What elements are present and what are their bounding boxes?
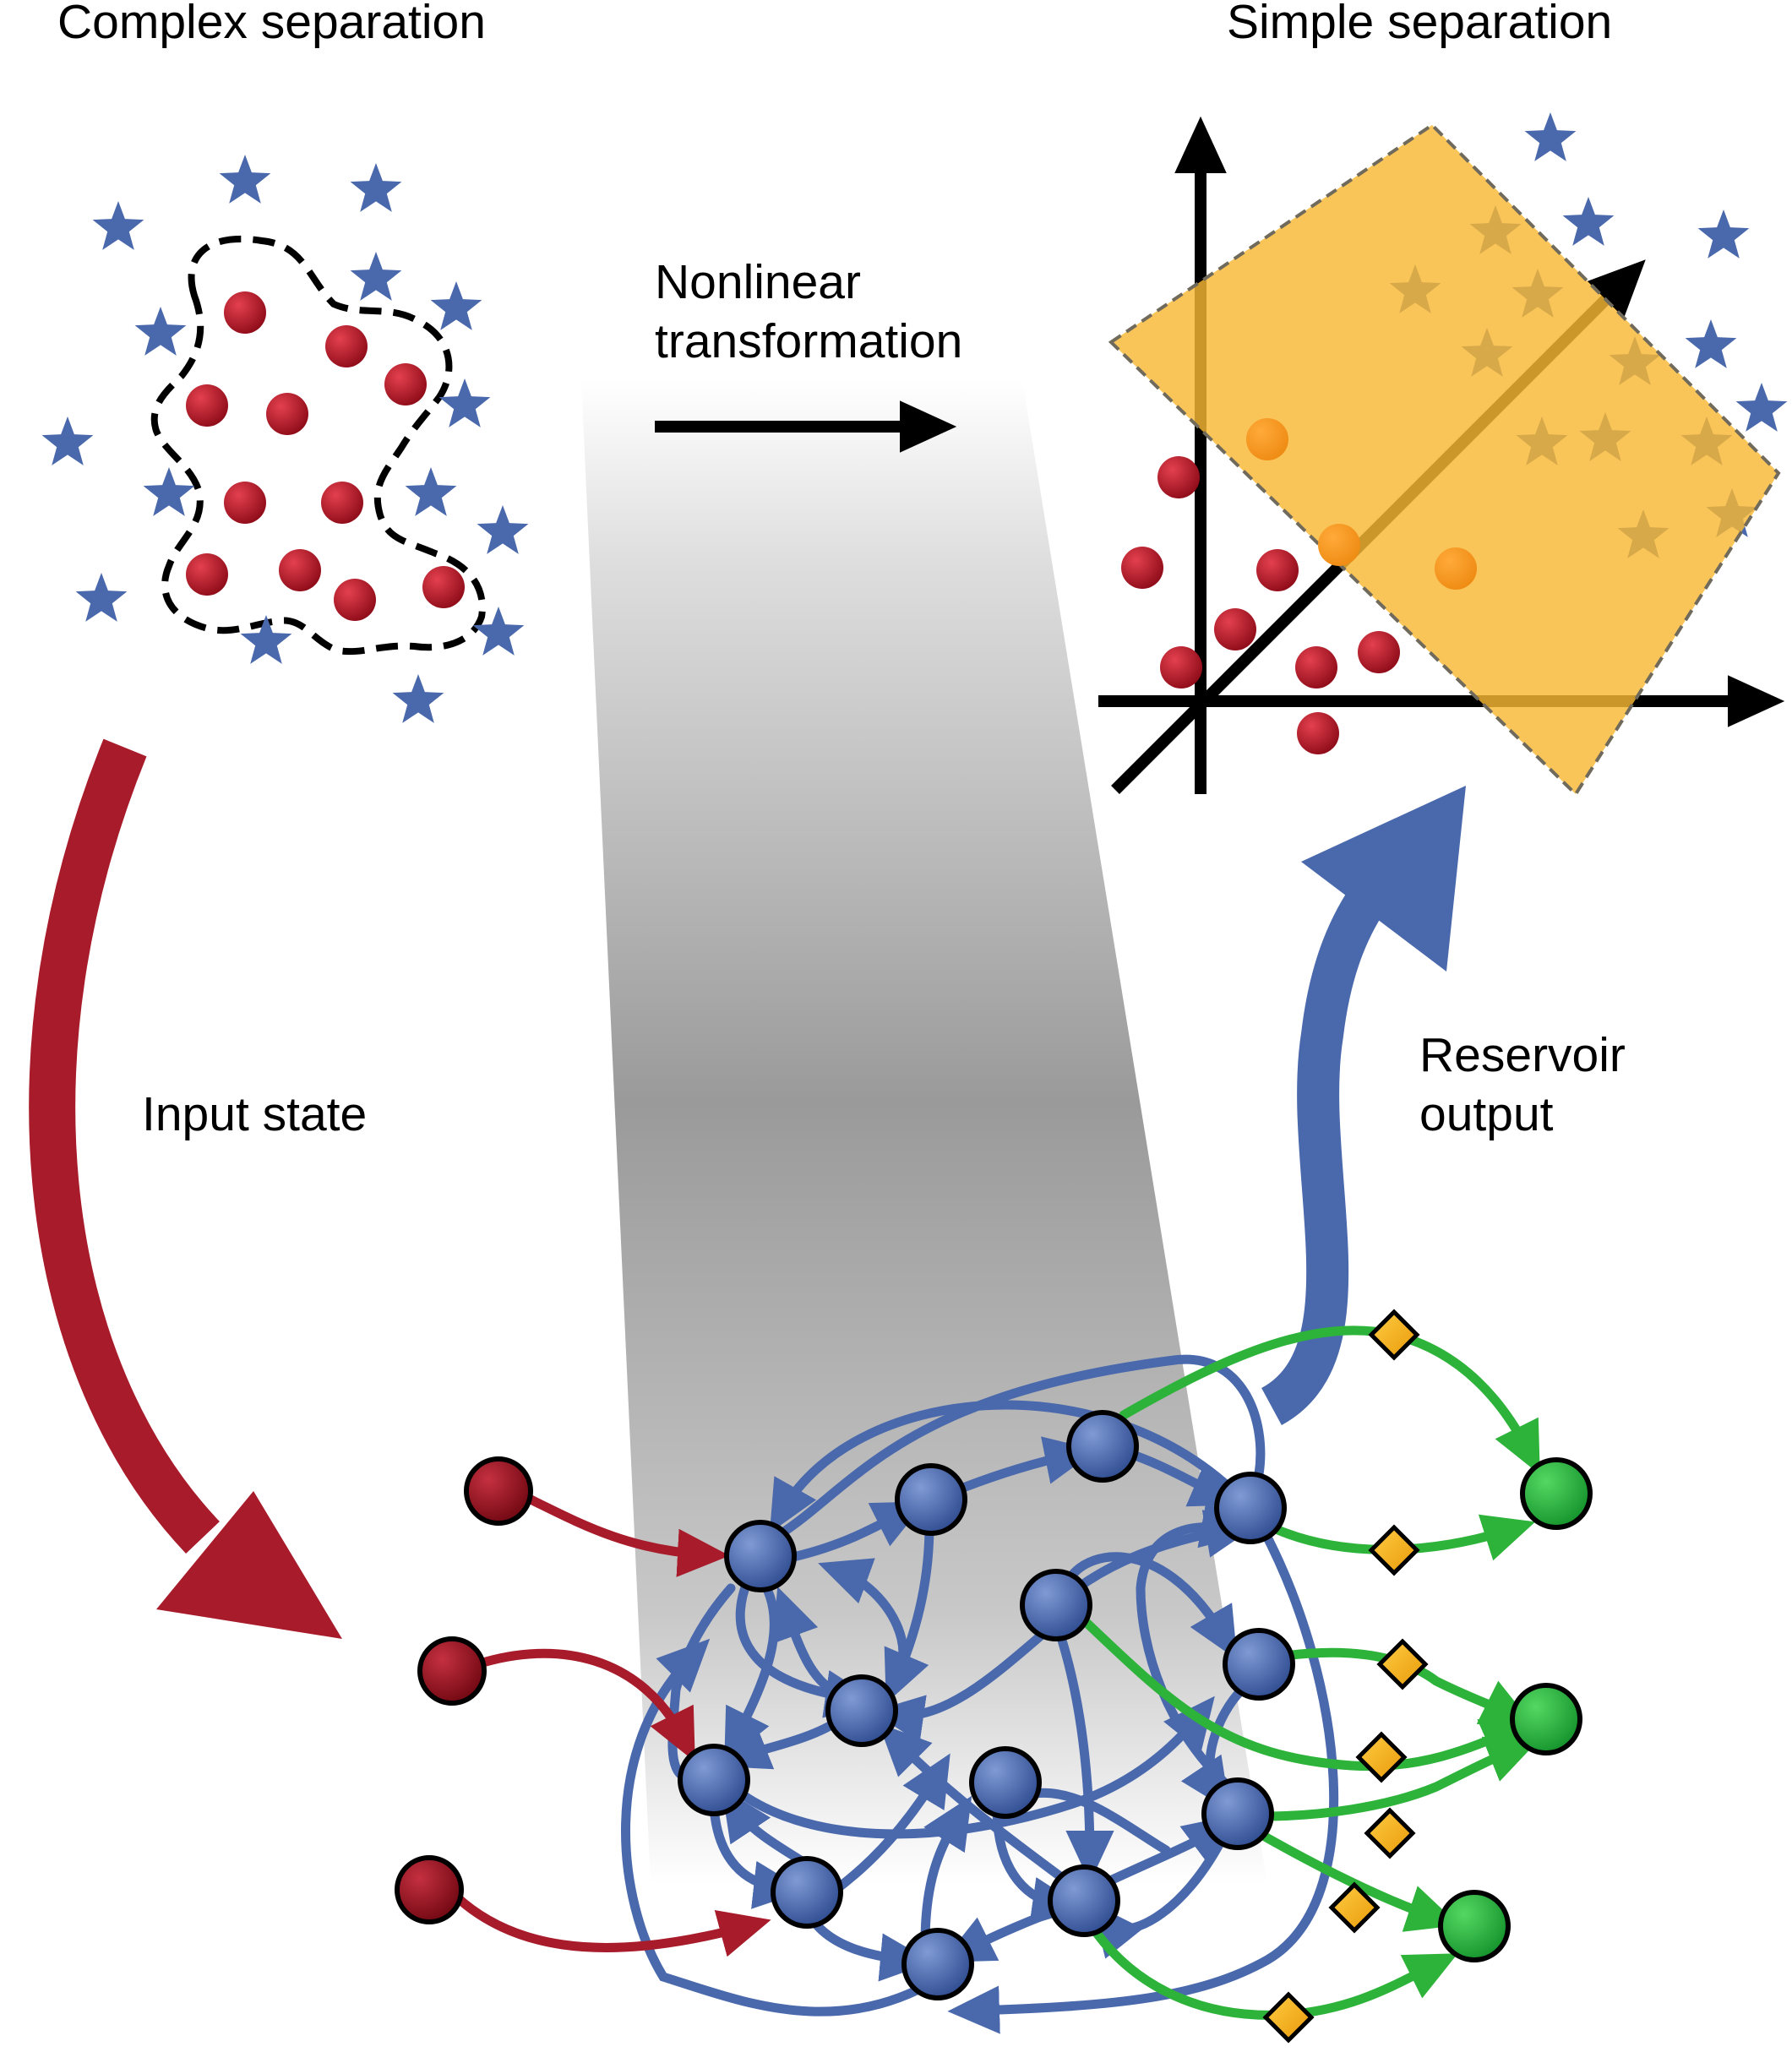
reservoir-node xyxy=(1214,1472,1287,1544)
star-marker xyxy=(75,573,128,622)
reservoir-node xyxy=(724,1520,797,1592)
reservoir-node xyxy=(678,1744,750,1816)
star-marker xyxy=(472,607,525,656)
star-marker xyxy=(240,615,292,664)
reservoir-node xyxy=(1048,1864,1120,1937)
separating-plane xyxy=(1108,122,1781,797)
right-red-dots xyxy=(1121,456,1400,754)
right-orange-dots xyxy=(1246,418,1477,590)
star-marker xyxy=(477,505,529,554)
star-marker xyxy=(134,307,187,356)
reservoir-label: Reservoir xyxy=(1419,1028,1626,1082)
red-dot xyxy=(186,553,228,596)
red-dot xyxy=(1160,646,1202,689)
red-dot xyxy=(321,482,363,524)
star-marker xyxy=(143,467,195,516)
orange-dot xyxy=(1246,418,1288,460)
input-nodes xyxy=(395,1456,533,1924)
weight-diamond xyxy=(1355,1731,1408,1783)
red-dot xyxy=(1121,547,1163,589)
red-dot xyxy=(266,393,308,435)
weight-diamond xyxy=(1262,1991,1315,2044)
star-marker xyxy=(1562,197,1615,246)
red-dot xyxy=(334,579,376,621)
star-marker xyxy=(1735,383,1788,432)
reservoir-node xyxy=(1020,1569,1092,1641)
weight-diamond xyxy=(1368,1524,1420,1576)
input-node xyxy=(417,1636,487,1706)
nonlinear-label: Nonlinear xyxy=(655,255,861,309)
transformation-funnel xyxy=(581,380,1267,1884)
star-marker xyxy=(350,163,402,212)
red-dot xyxy=(1295,646,1337,689)
input-state-arrow xyxy=(29,738,342,1639)
transformation-label: transformation xyxy=(655,314,963,368)
complex-boundary xyxy=(150,235,486,656)
weight-diamond xyxy=(1364,1807,1416,1859)
input-connections xyxy=(451,1490,771,1957)
weight-diamond xyxy=(1328,1881,1381,1934)
simple-separation-plot xyxy=(1098,112,1788,797)
output-node xyxy=(1510,1683,1582,1755)
red-dot xyxy=(1256,549,1299,591)
reservoir-node xyxy=(825,1674,898,1747)
readout-weights xyxy=(1262,1309,1429,2044)
red-dot xyxy=(325,325,368,367)
orange-dot xyxy=(1318,524,1360,566)
reservoir-node xyxy=(771,1856,843,1929)
reservoir-node xyxy=(1223,1628,1295,1701)
output-node xyxy=(1520,1457,1593,1530)
red-dot xyxy=(422,566,465,608)
left-dots xyxy=(186,291,465,621)
reservoir-node xyxy=(901,1928,974,2000)
reservoir-nodes xyxy=(678,1410,1295,2000)
input-state-label: Input state xyxy=(142,1087,368,1141)
input-node xyxy=(464,1456,533,1526)
output-nodes xyxy=(1438,1457,1593,1962)
star-marker xyxy=(1685,319,1737,368)
complex-separation-title: Complex separation xyxy=(57,0,486,49)
output-node xyxy=(1438,1890,1511,1962)
readout-connections xyxy=(1076,1325,1540,2020)
reservoir-node xyxy=(1201,1777,1274,1850)
red-dot xyxy=(186,384,228,427)
red-dot xyxy=(1157,456,1200,498)
reservoir-output-arrow xyxy=(1260,786,1466,1425)
weight-diamond xyxy=(1376,1638,1429,1690)
red-dot xyxy=(384,363,427,406)
red-dot xyxy=(1358,631,1400,673)
input-node xyxy=(395,1855,464,1924)
star-marker xyxy=(1524,112,1577,161)
star-marker xyxy=(438,378,491,427)
weight-diamond xyxy=(1368,1309,1420,1361)
reservoir-node xyxy=(969,1746,1042,1819)
reservoir-connections xyxy=(621,1354,1339,2034)
red-dot xyxy=(224,482,266,524)
reservoir-node xyxy=(895,1463,967,1536)
star-marker xyxy=(392,674,444,723)
simple-separation-title: Simple separation xyxy=(1227,0,1613,49)
star-marker xyxy=(430,281,482,330)
red-dot xyxy=(1297,712,1339,754)
star-marker xyxy=(350,252,402,301)
output-label: output xyxy=(1419,1087,1554,1141)
star-marker xyxy=(92,201,144,250)
star-marker xyxy=(219,155,271,204)
left-stars xyxy=(41,155,529,723)
red-dot xyxy=(224,291,266,334)
reservoir-node xyxy=(1066,1410,1139,1483)
star-marker xyxy=(1697,210,1750,259)
orange-dot xyxy=(1435,547,1477,590)
star-marker xyxy=(405,467,457,516)
star-marker xyxy=(41,416,94,465)
red-dot xyxy=(1214,608,1256,650)
red-dot xyxy=(279,549,321,591)
